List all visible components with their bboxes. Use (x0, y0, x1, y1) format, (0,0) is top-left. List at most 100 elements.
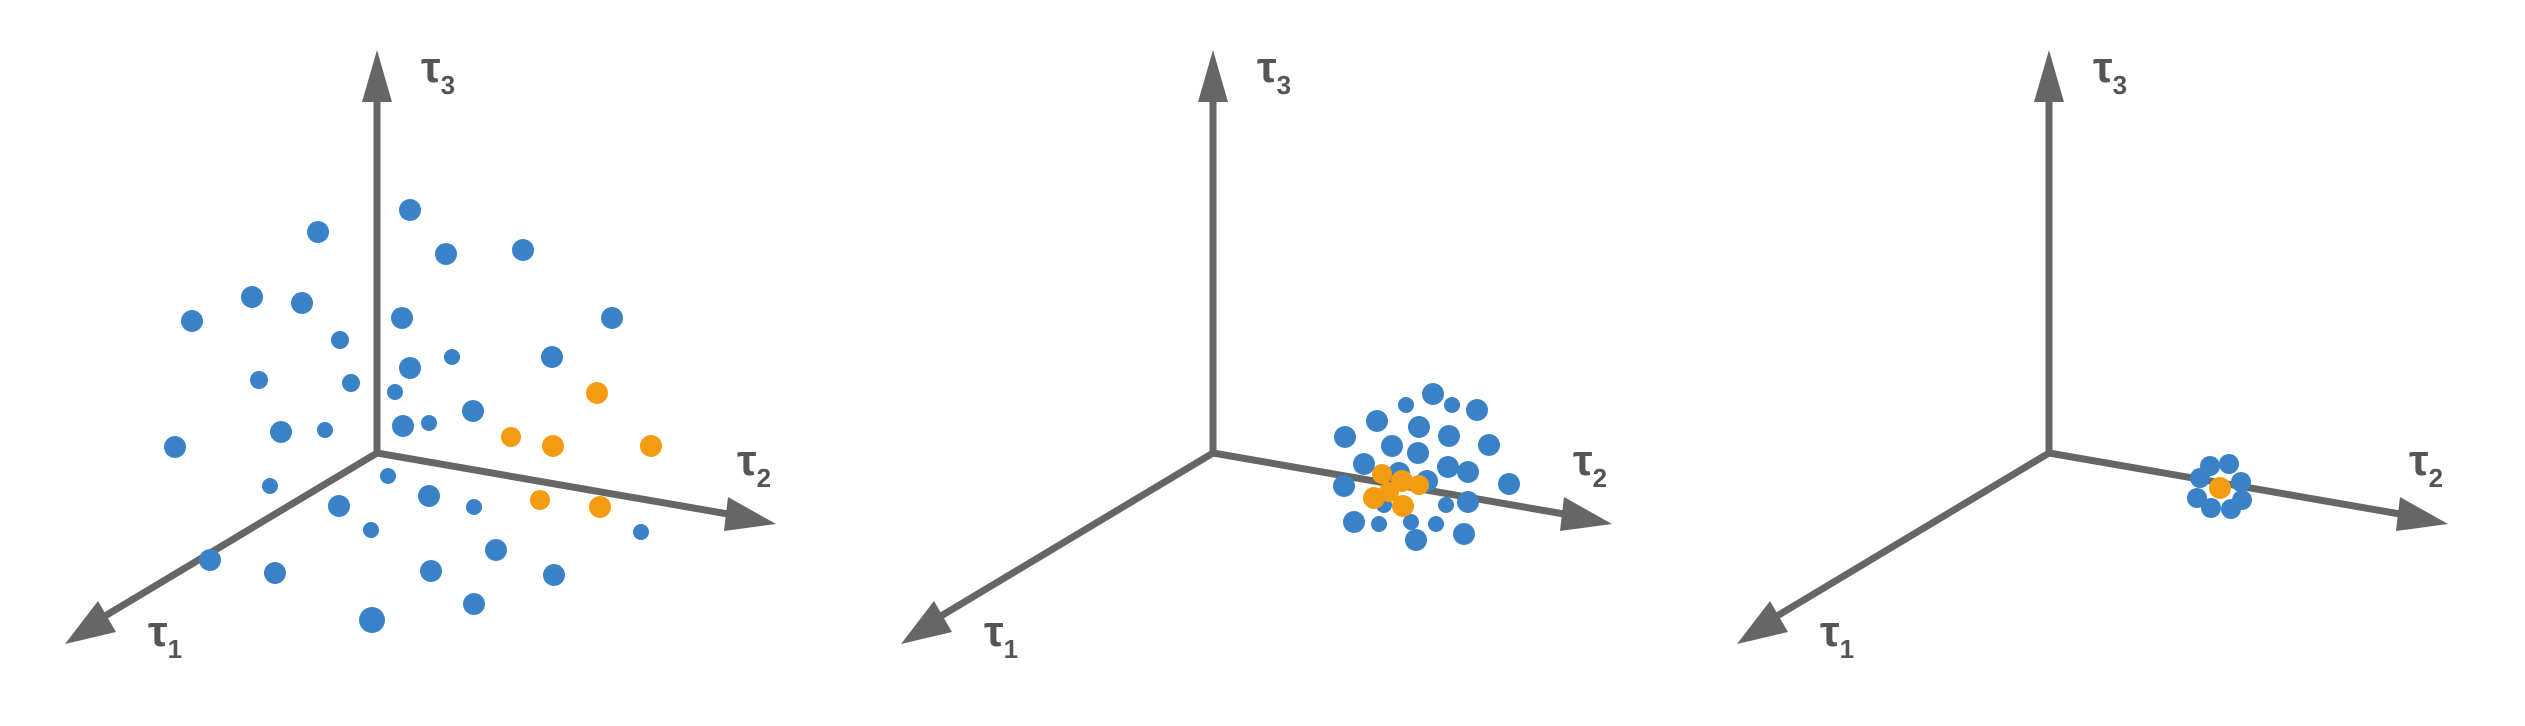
orange-point (530, 490, 550, 510)
blue-point (543, 564, 565, 586)
blue-point (1366, 410, 1388, 432)
blue-point (331, 331, 349, 349)
tau1-axis (1775, 449, 2051, 620)
tau2-label: τ2 (2409, 436, 2443, 493)
blue-point (2190, 468, 2210, 488)
blue-point (462, 400, 484, 422)
tau1-arrowhead (1737, 601, 1788, 644)
blue-point (342, 374, 360, 392)
blue-point (2219, 454, 2239, 474)
blue-point (2221, 499, 2241, 519)
blue-point (541, 346, 563, 368)
blue-point (1408, 416, 1430, 438)
panel-tight-spread: τ3 τ2 τ1 (1737, 43, 2448, 664)
tau1-arrowhead (901, 601, 952, 644)
blue-point (512, 239, 534, 261)
tau2-arrowhead (724, 497, 776, 531)
blue-point (1466, 399, 1488, 421)
tau3-arrowhead (1198, 50, 1228, 102)
blue-point (1438, 497, 1454, 513)
tau1-axis (939, 449, 1215, 620)
tau2-arrowhead (1560, 497, 1612, 531)
tau3-label: τ3 (2093, 43, 2127, 100)
blue-point (399, 357, 421, 379)
blue-point (1353, 453, 1375, 475)
blue-point (1334, 426, 1356, 448)
blue-point (317, 422, 333, 438)
blue-point (420, 560, 442, 582)
tau1-axis (103, 449, 379, 620)
orange-point (501, 427, 521, 447)
blue-point (1438, 425, 1460, 447)
blue-point (1428, 516, 1444, 532)
blue-point (181, 310, 203, 332)
blue-point (2187, 488, 2207, 508)
panel-wide-spread: τ3 τ2 τ1 (65, 43, 776, 664)
blue-point (444, 349, 460, 365)
panel-medium-spread: τ3 τ2 τ1 (901, 43, 1612, 664)
blue-point (485, 539, 507, 561)
tau1-label: τ1 (984, 607, 1018, 664)
blue-point (435, 243, 457, 265)
blue-point (164, 436, 186, 458)
blue-point (1453, 523, 1475, 545)
blue-point (250, 371, 268, 389)
blue-point (601, 307, 623, 329)
blue-point (307, 221, 329, 243)
blue-point (1333, 475, 1355, 497)
blue-point (421, 415, 437, 431)
orange-point (542, 435, 564, 457)
blue-point (264, 562, 286, 584)
tau1-arrowhead (65, 601, 116, 644)
blue-point (1407, 442, 1429, 464)
blue-point (1422, 383, 1444, 405)
blue-point (1478, 434, 1500, 456)
blue-point (199, 549, 221, 571)
blue-point (241, 286, 263, 308)
blue-point (1343, 511, 1365, 533)
orange-point (1392, 495, 1414, 517)
blue-point (1398, 397, 1414, 413)
blue-point (1381, 435, 1403, 457)
blue-point (387, 384, 403, 400)
tau2-label: τ2 (737, 436, 771, 493)
blue-point (1405, 529, 1427, 551)
blue-point (1498, 473, 1520, 495)
tau1-label: τ1 (148, 607, 182, 664)
blue-point (380, 468, 396, 484)
blue-point (418, 485, 440, 507)
blue-point (391, 307, 413, 329)
blue-point (359, 607, 385, 633)
tau3-arrowhead (362, 50, 392, 102)
tau3-label: τ3 (421, 43, 455, 100)
blue-point (1437, 456, 1459, 478)
orange-point (1363, 487, 1385, 509)
blue-point (466, 499, 482, 515)
tau2-axis (376, 449, 729, 518)
tau3-label: τ3 (1257, 43, 1291, 100)
blue-point (399, 199, 421, 221)
tau3-arrowhead (2034, 50, 2064, 102)
orange-point (1372, 464, 1392, 484)
tau1-label: τ1 (1820, 607, 1854, 664)
blue-point (1457, 491, 1479, 513)
point-cloud (164, 199, 662, 633)
blue-point (270, 421, 292, 443)
blue-point (328, 495, 350, 517)
tau2-arrowhead (2396, 497, 2448, 531)
orange-point (1409, 475, 1429, 495)
blue-point (633, 524, 649, 540)
blue-point (291, 292, 313, 314)
tau2-label: τ2 (1573, 436, 1607, 493)
orange-point (640, 435, 662, 457)
orange-point (2209, 477, 2231, 499)
orange-point (586, 382, 608, 404)
blue-point (2201, 498, 2221, 518)
blue-point (1457, 461, 1479, 483)
orange-point (589, 496, 611, 518)
blue-point (363, 522, 379, 538)
blue-point (1444, 397, 1460, 413)
blue-point (1371, 516, 1387, 532)
blue-point (392, 415, 414, 437)
